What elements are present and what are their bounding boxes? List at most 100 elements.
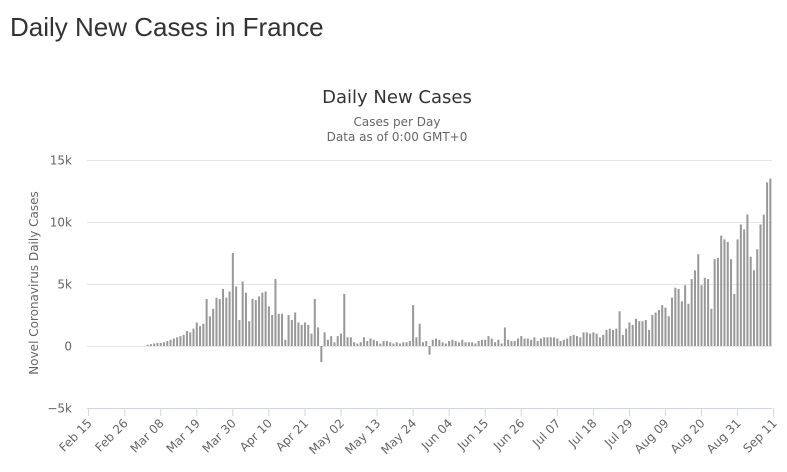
bar [172, 338, 175, 346]
bar [353, 342, 356, 346]
bar [553, 337, 556, 346]
x-tick-label: Jul 07 [529, 416, 563, 450]
bar-series [146, 178, 772, 363]
bar [651, 315, 654, 346]
bar [589, 333, 592, 346]
bar [480, 339, 483, 346]
bar [261, 292, 264, 346]
bar [441, 342, 444, 346]
y-tick-label: 0 [64, 340, 72, 354]
x-tick-label: Feb 26 [92, 416, 130, 454]
bar [215, 297, 218, 346]
bar [759, 224, 762, 346]
bar [333, 342, 336, 346]
x-tick-label: Apr 10 [237, 416, 275, 454]
bar [379, 343, 382, 346]
page-title: Daily New Cases in France [10, 12, 324, 42]
x-tick-label: Jul 29 [601, 416, 635, 450]
x-tick-label: Mar 08 [127, 416, 166, 455]
bar [661, 305, 664, 346]
x-tick-label: Mar 30 [200, 416, 239, 455]
bar [716, 257, 719, 346]
chart-subtitle-line-1: Cases per Day [354, 115, 441, 129]
chart-title: Daily New Cases [322, 87, 472, 108]
bar [500, 343, 503, 346]
bar [202, 323, 205, 346]
y-axis-ticks: −5k 0 5k 10k 15k [47, 154, 72, 416]
bar [490, 338, 493, 346]
bar [559, 341, 562, 346]
bar [684, 285, 687, 346]
bar [248, 321, 251, 346]
bar [693, 270, 696, 346]
bar [418, 323, 421, 346]
bar [474, 343, 477, 346]
x-tick-label: May 13 [342, 416, 383, 457]
bar [166, 341, 169, 346]
y-tick-label: 5k [57, 278, 72, 292]
bar [638, 321, 641, 346]
bar [520, 336, 523, 346]
bar [579, 337, 582, 346]
bar [277, 313, 280, 346]
bar [566, 338, 569, 346]
x-tick-label: Mar 19 [164, 416, 203, 455]
bar [356, 343, 359, 346]
bar [326, 339, 329, 346]
x-tick-label: Jun 04 [418, 416, 455, 453]
bar [746, 214, 749, 346]
bar [621, 334, 624, 346]
bar [510, 341, 513, 346]
bar [366, 341, 369, 346]
bar [307, 324, 310, 346]
bar [346, 337, 349, 346]
bar [484, 339, 487, 346]
bar [762, 214, 765, 346]
bar [697, 254, 700, 346]
bar [562, 339, 565, 346]
bar [192, 328, 195, 346]
bar [343, 293, 346, 346]
bar [457, 342, 461, 346]
bar [159, 342, 162, 346]
bar [359, 342, 362, 346]
bar [284, 339, 287, 346]
x-tick-label: Aug 20 [668, 416, 708, 456]
bar [467, 342, 470, 346]
bar [641, 321, 644, 346]
bar [451, 339, 454, 346]
bar [290, 319, 293, 346]
bar [461, 339, 464, 346]
bar [536, 341, 539, 346]
bar [389, 342, 392, 346]
bar [163, 342, 166, 346]
bar [736, 239, 739, 346]
bar [385, 341, 388, 346]
x-tick-label: Jun 15 [454, 416, 491, 453]
bar [549, 337, 552, 346]
bar [300, 324, 303, 346]
bar [680, 301, 683, 346]
bar [425, 341, 428, 346]
bar [412, 305, 415, 346]
bar [582, 332, 585, 346]
bar [310, 333, 313, 346]
y-tick-label: −5k [47, 402, 72, 416]
bar [297, 322, 300, 346]
bar [225, 297, 228, 346]
bar [231, 253, 234, 346]
bar [756, 249, 759, 346]
bar [605, 329, 608, 346]
bar [530, 339, 533, 346]
bar [592, 332, 595, 346]
bar [212, 308, 215, 346]
x-tick-label: Aug 31 [704, 416, 744, 456]
bar [431, 339, 434, 346]
bar [320, 346, 323, 363]
bar [654, 312, 657, 346]
bar [339, 333, 343, 346]
x-tick-label: Jun 26 [490, 416, 527, 453]
bar [516, 338, 520, 346]
bar [241, 281, 244, 346]
bar [575, 336, 578, 346]
